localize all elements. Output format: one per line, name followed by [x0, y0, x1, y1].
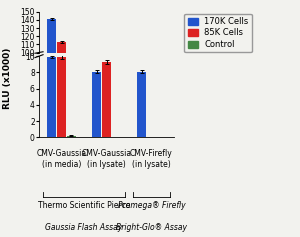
Text: RLU (x1000): RLU (x1000) — [3, 48, 12, 109]
Text: Gaussia Flash Assay: Gaussia Flash Assay — [45, 223, 123, 232]
Bar — [92, 72, 101, 137]
Text: Thermo Scientific Pierce: Thermo Scientific Pierce — [38, 201, 130, 210]
Bar — [47, 57, 56, 137]
Bar — [57, 57, 66, 137]
Text: Promega® Firefly: Promega® Firefly — [118, 201, 185, 210]
Bar — [47, 19, 56, 134]
Text: CMV-Gaussia
(in media): CMV-Gaussia (in media) — [36, 149, 87, 169]
Text: Bright-Glo® Assay: Bright-Glo® Assay — [116, 223, 187, 232]
Legend: 170K Cells, 85K Cells, Control: 170K Cells, 85K Cells, Control — [184, 14, 252, 52]
Bar — [137, 72, 146, 137]
Bar — [57, 42, 66, 134]
Bar — [67, 136, 76, 137]
Bar — [102, 62, 111, 137]
Text: CMV-Firefly
(in lysate): CMV-Firefly (in lysate) — [130, 149, 173, 169]
Text: CMV-Gaussia
(in lysate): CMV-Gaussia (in lysate) — [81, 149, 132, 169]
